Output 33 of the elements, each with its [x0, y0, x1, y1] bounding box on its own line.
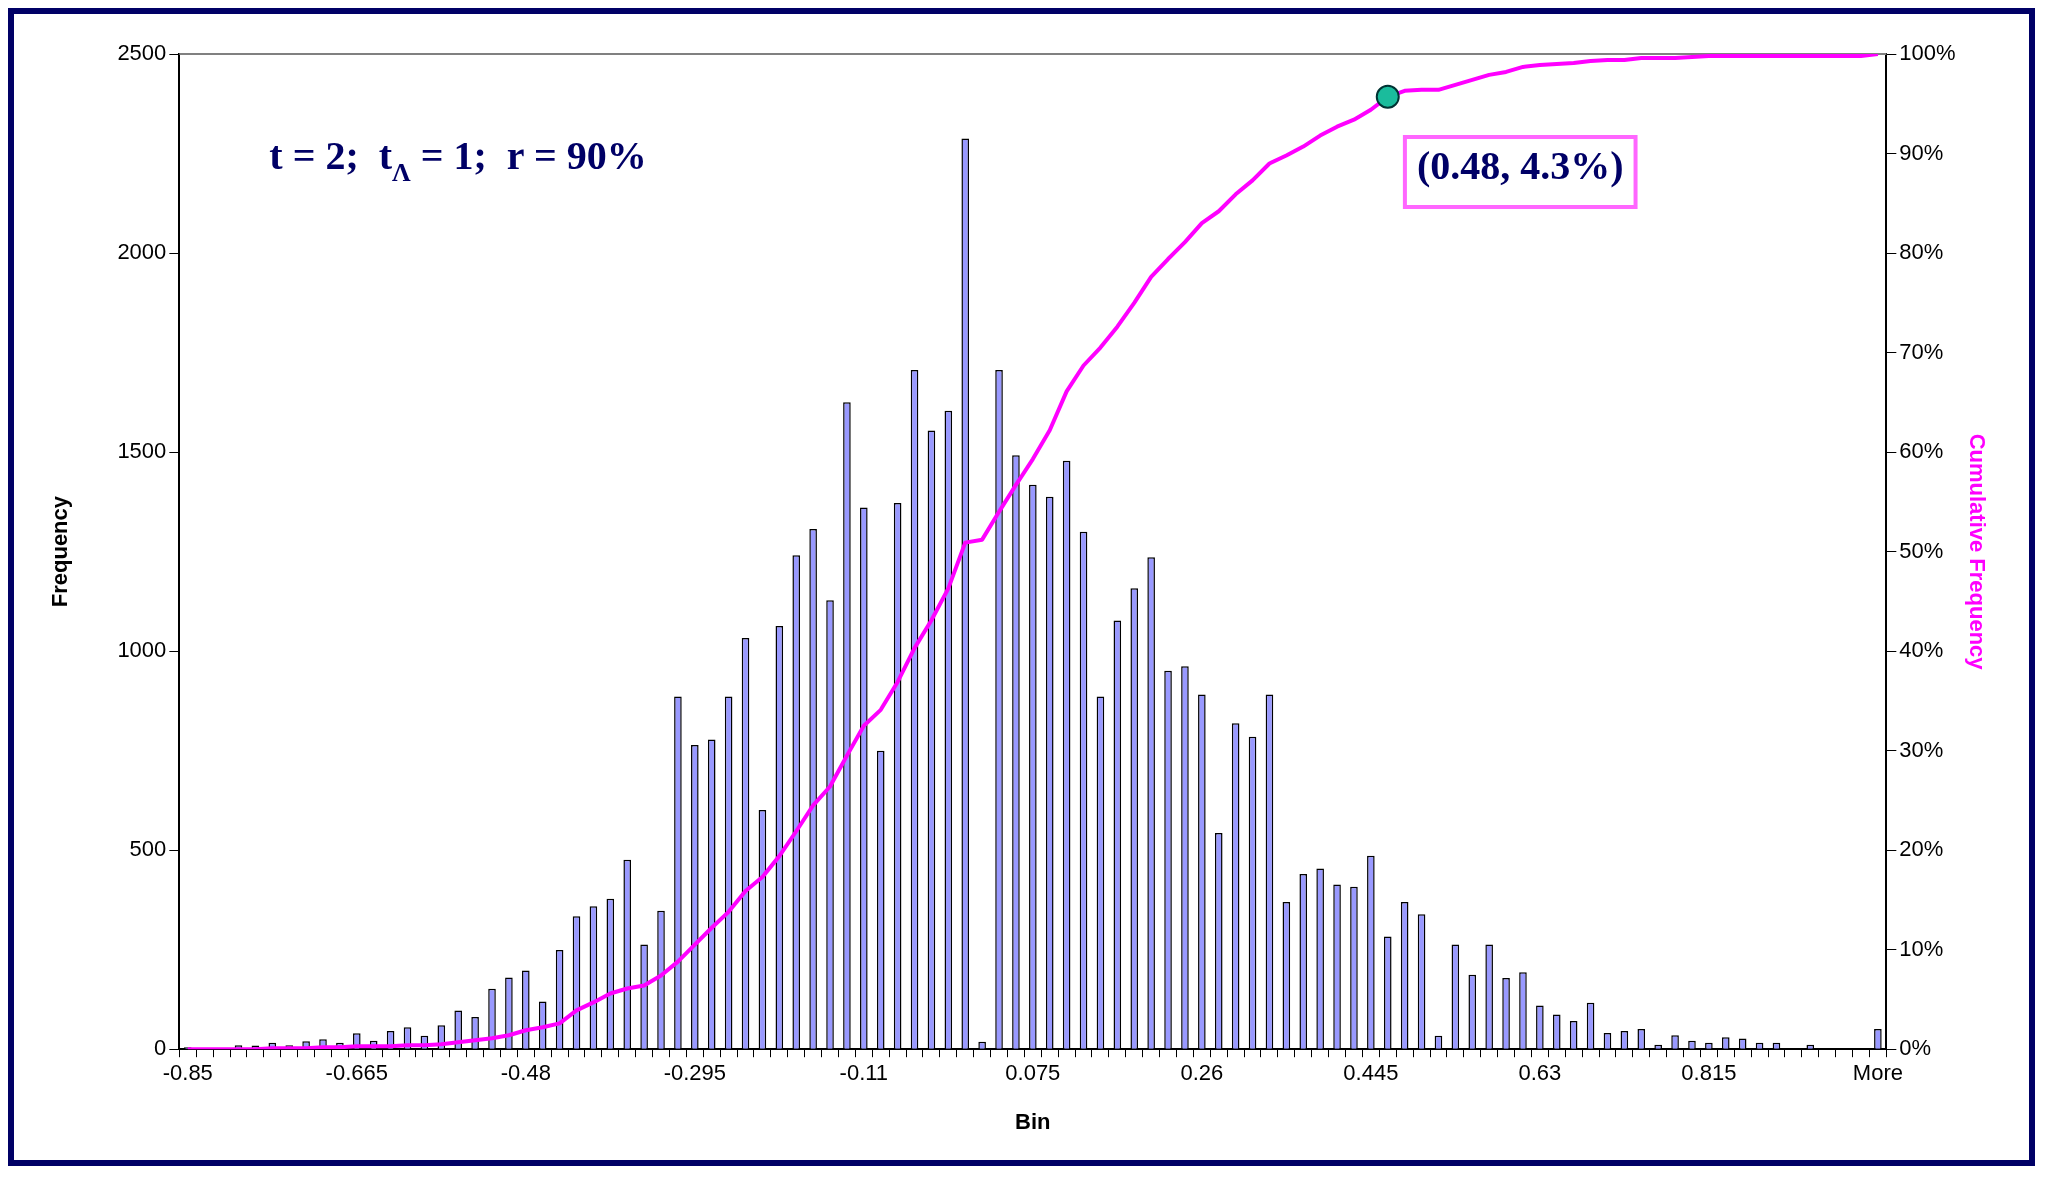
y2-tick-label: 100%	[1899, 40, 1956, 66]
y-axis-title: Frequency	[47, 495, 73, 608]
x-tick-label: -0.85	[162, 1060, 213, 1086]
x-tick-label: 0.26	[1180, 1060, 1224, 1086]
y2-axis-title: Cumulative Frequency	[1964, 433, 1990, 671]
point	[1375, 84, 1400, 109]
y2-tick-label: 90%	[1899, 139, 1944, 165]
annotation: (0.48, 4.3%)	[1416, 143, 1624, 188]
x-tick-label: -0.665	[325, 1060, 388, 1086]
y2-tick-label: 70%	[1899, 338, 1944, 364]
x-tick-label: -0.295	[663, 1060, 727, 1086]
y-tick-label: 2000	[117, 239, 167, 265]
y2-tick-label: 40%	[1899, 637, 1944, 663]
y2-tick-label: 0%	[1899, 1035, 1932, 1061]
y2-tick-label: 10%	[1899, 935, 1944, 961]
x-tick-label: More	[1852, 1060, 1903, 1086]
x-tick-label: -0.11	[839, 1060, 889, 1086]
x-tick-label: 0.445	[1343, 1060, 1399, 1086]
y2-tick-label: 20%	[1899, 836, 1944, 862]
y-tick-label: 1000	[117, 637, 167, 663]
x-tick-label: -0.48	[500, 1060, 551, 1086]
x-tick-label: 0.63	[1518, 1060, 1562, 1086]
y2-tick-label: 30%	[1899, 736, 1944, 762]
y-tick-label: 0	[154, 1035, 167, 1061]
y-tick-label: 1500	[117, 438, 167, 464]
y2-tick-label: 80%	[1899, 239, 1944, 265]
y2-tick-label: 60%	[1899, 438, 1944, 464]
y-tick-label: 2500	[117, 40, 167, 66]
x-axis-title: Bin	[1015, 1108, 1051, 1134]
y-tick-label: 500	[129, 836, 167, 862]
x-tick-label: 0.815	[1681, 1060, 1737, 1086]
x-tick-label: 0.075	[1005, 1060, 1061, 1086]
y2-tick-label: 50%	[1899, 537, 1944, 563]
